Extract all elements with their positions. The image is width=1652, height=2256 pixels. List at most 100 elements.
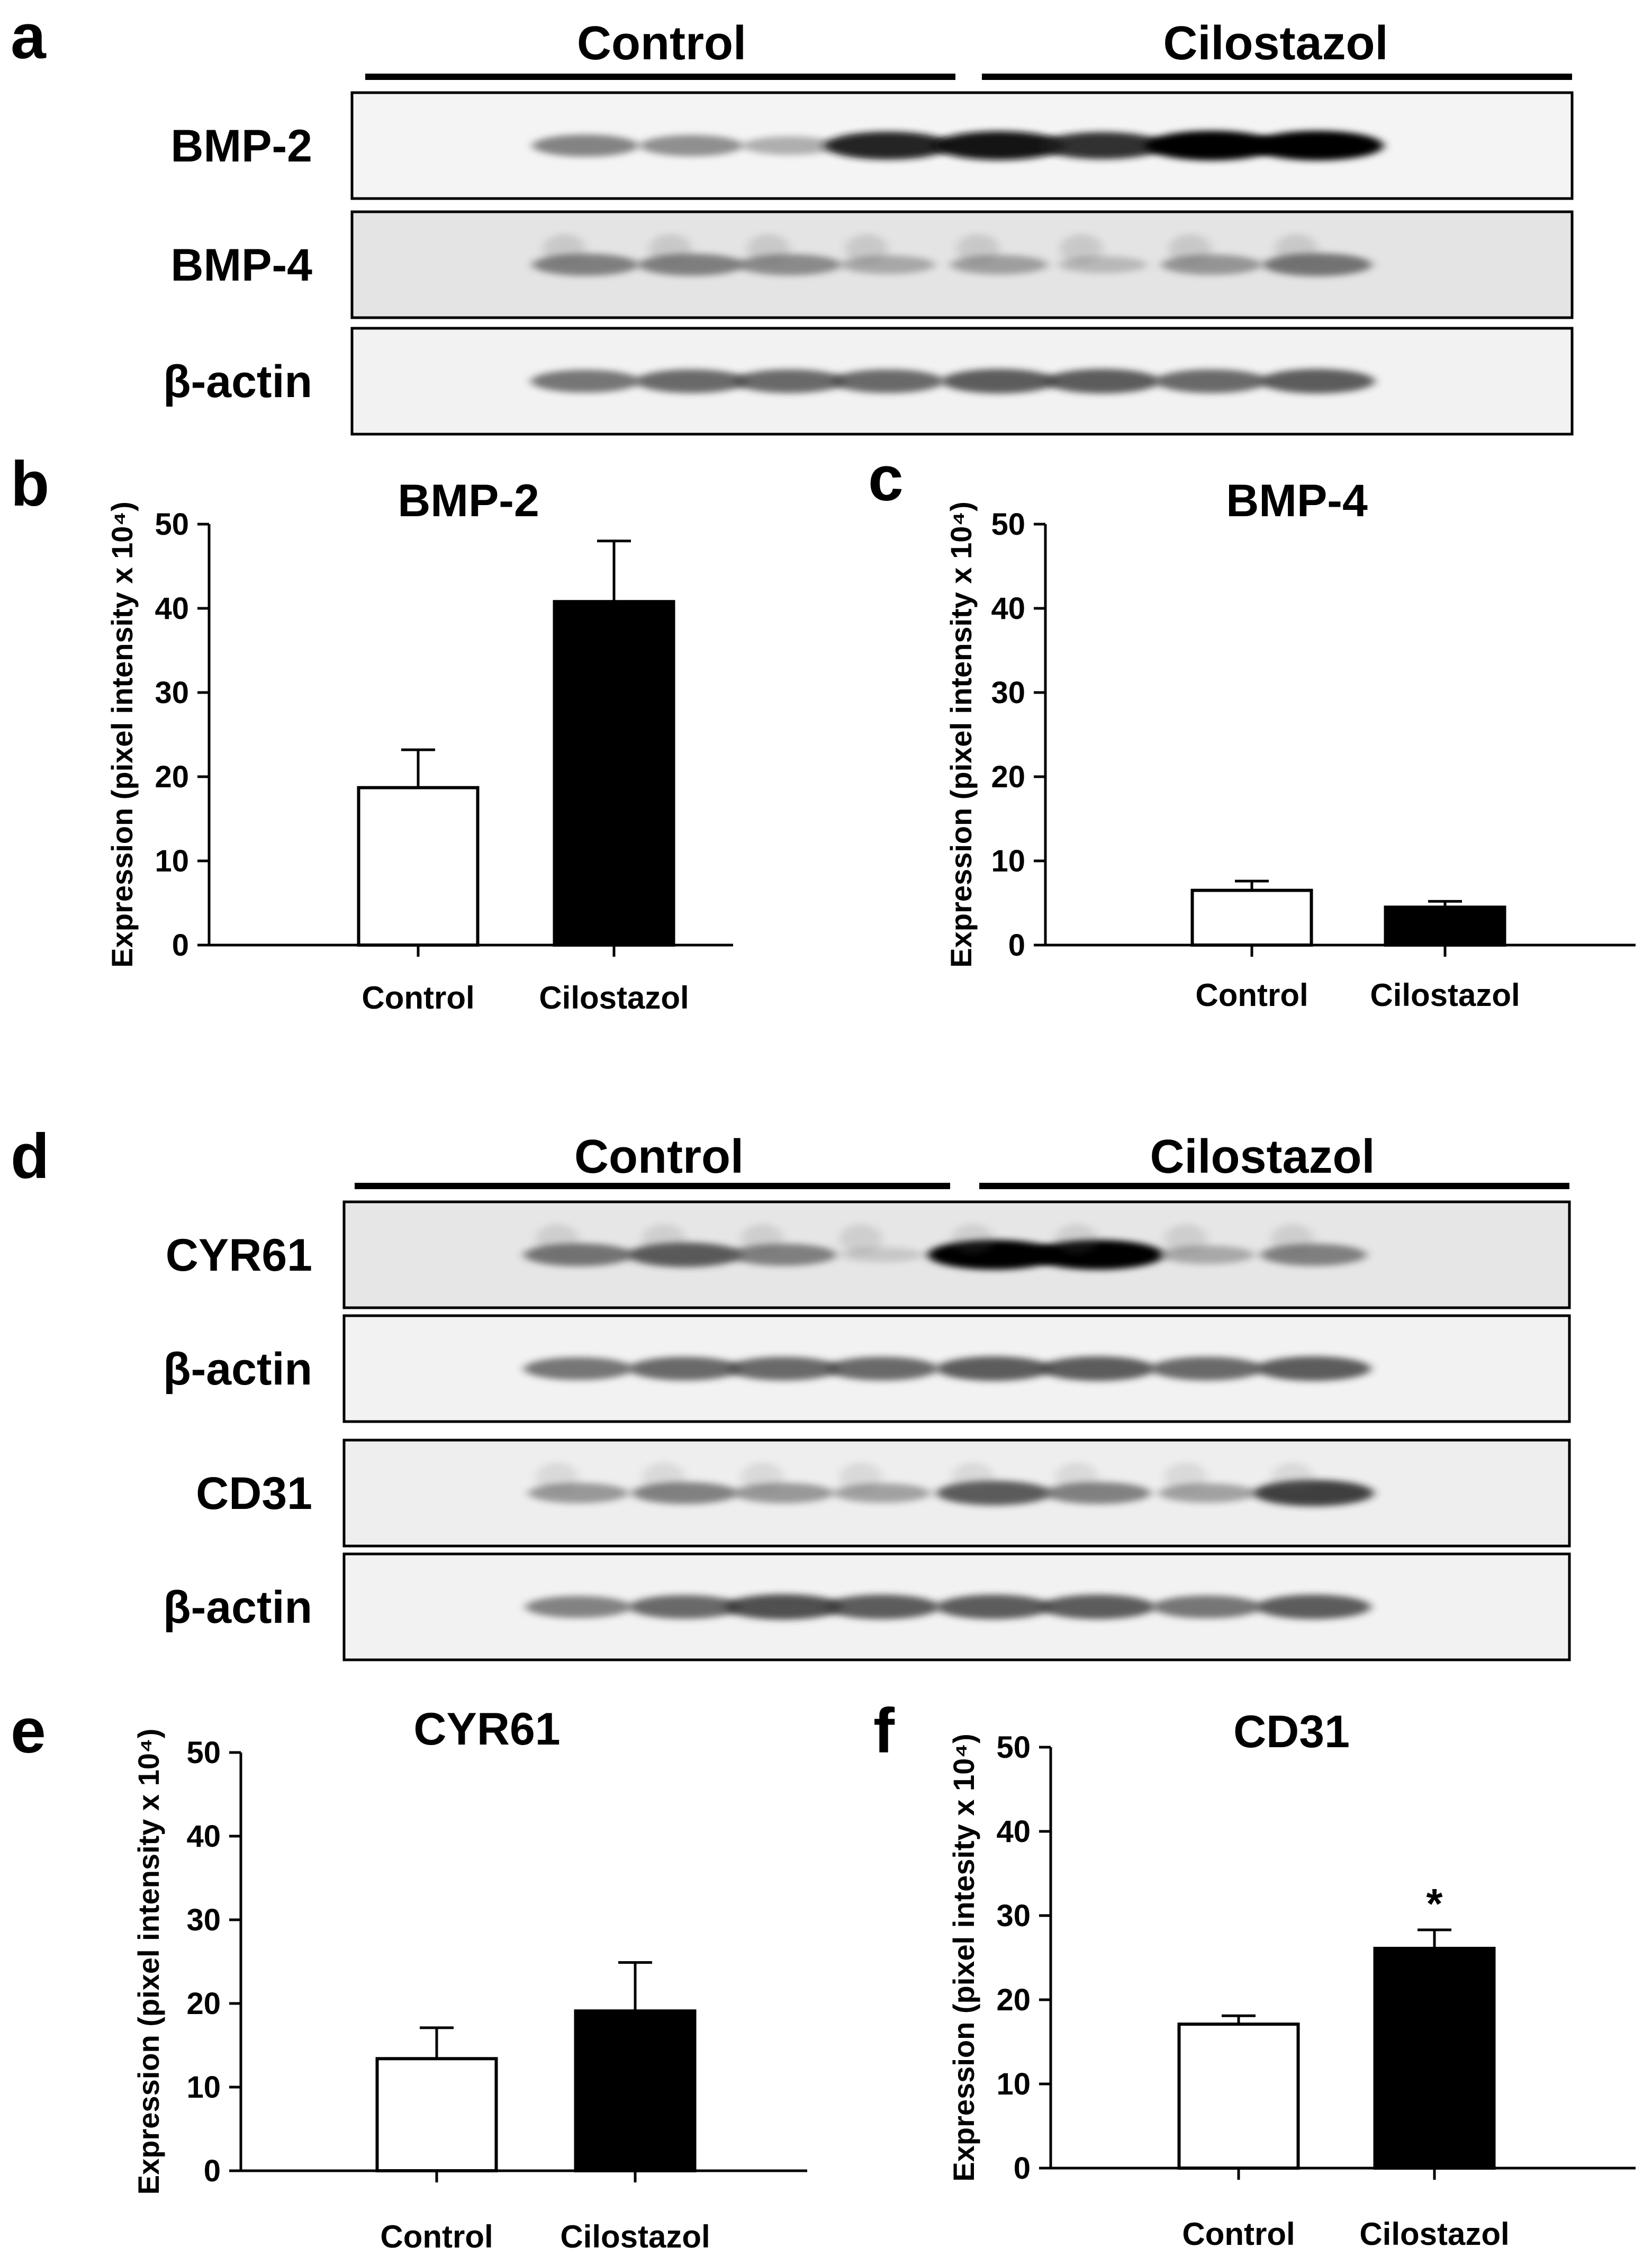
blot-bands bbox=[532, 131, 1384, 160]
blot-band bbox=[942, 368, 1057, 394]
blot-band bbox=[639, 135, 743, 156]
blot-band bbox=[936, 1356, 1052, 1381]
category-label: Cilostazol bbox=[1359, 2216, 1509, 2252]
category-label: Cilostazol bbox=[1370, 977, 1520, 1013]
blot-band bbox=[532, 134, 639, 157]
bar-cilostazol bbox=[553, 600, 675, 947]
blot-band bbox=[724, 1594, 843, 1620]
blot-band bbox=[530, 370, 640, 393]
y-tick-label: 20 bbox=[996, 1983, 1031, 2017]
blot-smear bbox=[1164, 1462, 1207, 1492]
bar-cilostazol bbox=[574, 2009, 697, 2172]
y-tick-label: 10 bbox=[155, 844, 189, 878]
y-tick-label: 30 bbox=[155, 676, 189, 710]
blot-band bbox=[1260, 368, 1375, 394]
blot-row: BMP-4 bbox=[170, 210, 1574, 319]
blot-band bbox=[826, 1356, 938, 1381]
y-tick-label: 50 bbox=[155, 507, 189, 542]
blot-band bbox=[934, 131, 1064, 160]
bar-cilostazol bbox=[1384, 905, 1506, 947]
blot-label: CYR61 bbox=[166, 1230, 312, 1281]
blot-band bbox=[832, 369, 944, 393]
blot-row: BMP-2 bbox=[170, 91, 1574, 200]
blot-label: BMP-2 bbox=[170, 121, 312, 172]
blot-band bbox=[1040, 1594, 1156, 1620]
blot-bands bbox=[532, 234, 1372, 276]
y-tick-label: 40 bbox=[996, 1814, 1031, 1849]
panel-letter-c: c bbox=[868, 443, 904, 514]
blot-bands bbox=[528, 1462, 1374, 1506]
bar-control bbox=[1190, 888, 1313, 947]
blot-smear bbox=[956, 234, 999, 264]
category-label: Control bbox=[362, 980, 474, 1015]
blot-band bbox=[1251, 131, 1384, 160]
blot-smear bbox=[1169, 234, 1212, 264]
y-tick-label: 10 bbox=[996, 2067, 1031, 2101]
blot-band bbox=[1045, 368, 1160, 394]
y-axis-label: Expression (pixel intensity x 10⁴) bbox=[132, 1729, 165, 2195]
chart-title: CYR61 bbox=[413, 1704, 560, 1755]
y-tick-label: 20 bbox=[186, 1987, 221, 2021]
blot-band bbox=[936, 1480, 1052, 1506]
y-tick-label: 50 bbox=[996, 1730, 1031, 1765]
blot-band bbox=[1253, 1480, 1374, 1506]
blot-smear bbox=[543, 234, 585, 264]
blot-smear bbox=[839, 1224, 882, 1254]
y-tick-label: 20 bbox=[155, 760, 189, 794]
panel-letter-e: e bbox=[11, 1695, 46, 1766]
category-label: Cilostazol bbox=[539, 980, 689, 1015]
blot-frame bbox=[342, 1552, 1571, 1661]
blot-smear bbox=[1164, 1224, 1207, 1254]
blot-smear bbox=[741, 1462, 784, 1492]
blot-smear bbox=[536, 1224, 579, 1254]
blot-smear bbox=[951, 1462, 994, 1492]
blot-frame bbox=[342, 1200, 1571, 1309]
y-tick-label: 10 bbox=[186, 2070, 221, 2105]
blot-band bbox=[525, 1596, 631, 1618]
y-tick-label: 40 bbox=[155, 591, 189, 626]
y-tick-label: 50 bbox=[991, 507, 1025, 542]
blot-band bbox=[1031, 1240, 1164, 1270]
blot-band bbox=[1151, 1356, 1263, 1381]
y-tick-label: 0 bbox=[1008, 928, 1025, 963]
panel-letter-d: d bbox=[11, 1121, 49, 1192]
panel-a: a Control Cilostazol BMP-2 BMP-4 β-actin bbox=[11, 1, 1574, 436]
blot-row: β-actin bbox=[163, 1314, 1571, 1423]
blot-frame bbox=[342, 1439, 1571, 1548]
blot-band bbox=[727, 1356, 839, 1381]
blot-band bbox=[1256, 1594, 1371, 1620]
chart-c: BMP-4 Expression (pixel intensity x 10⁴) 0… bbox=[944, 475, 1636, 1013]
blot-smear bbox=[536, 1462, 579, 1492]
blot-row: CD31 bbox=[196, 1439, 1571, 1548]
bar-cilostazol bbox=[1373, 1947, 1496, 2170]
blot-frame bbox=[342, 1314, 1571, 1423]
blot-smear bbox=[642, 1462, 685, 1492]
category-label: Control bbox=[1182, 2216, 1295, 2252]
y-tick-label: 20 bbox=[991, 760, 1025, 794]
blot-bands bbox=[523, 1356, 1371, 1381]
blot-band bbox=[635, 369, 748, 393]
blot-smear bbox=[1275, 234, 1317, 264]
blot-frame bbox=[350, 210, 1574, 319]
blot-bands bbox=[530, 368, 1375, 394]
panel-letter-b: b bbox=[11, 448, 49, 519]
y-tick-label: 0 bbox=[172, 928, 189, 963]
blot-band bbox=[1256, 1356, 1371, 1381]
y-tick-label: 40 bbox=[186, 1819, 221, 1854]
significance-marker: * bbox=[1426, 1880, 1443, 1927]
blot-band bbox=[1041, 132, 1164, 159]
y-tick-label: 0 bbox=[1014, 2151, 1031, 2186]
blot-band bbox=[824, 131, 951, 160]
y-tick-label: 40 bbox=[991, 591, 1025, 626]
y-tick-label: 30 bbox=[991, 676, 1025, 710]
blot-band bbox=[1040, 1356, 1156, 1381]
blot-row: β-actin bbox=[163, 327, 1574, 436]
chart-title: BMP-4 bbox=[1226, 475, 1368, 526]
blot-smear bbox=[747, 234, 790, 264]
y-tick-label: 30 bbox=[996, 1899, 1031, 1933]
blot-smear bbox=[1271, 1462, 1314, 1492]
blot-smear bbox=[1060, 234, 1103, 264]
y-axis-label: Expression (pixel intensity x 10⁴) bbox=[944, 501, 978, 967]
blot-row: β-actin bbox=[163, 1552, 1571, 1661]
category-label: Control bbox=[380, 2219, 493, 2254]
